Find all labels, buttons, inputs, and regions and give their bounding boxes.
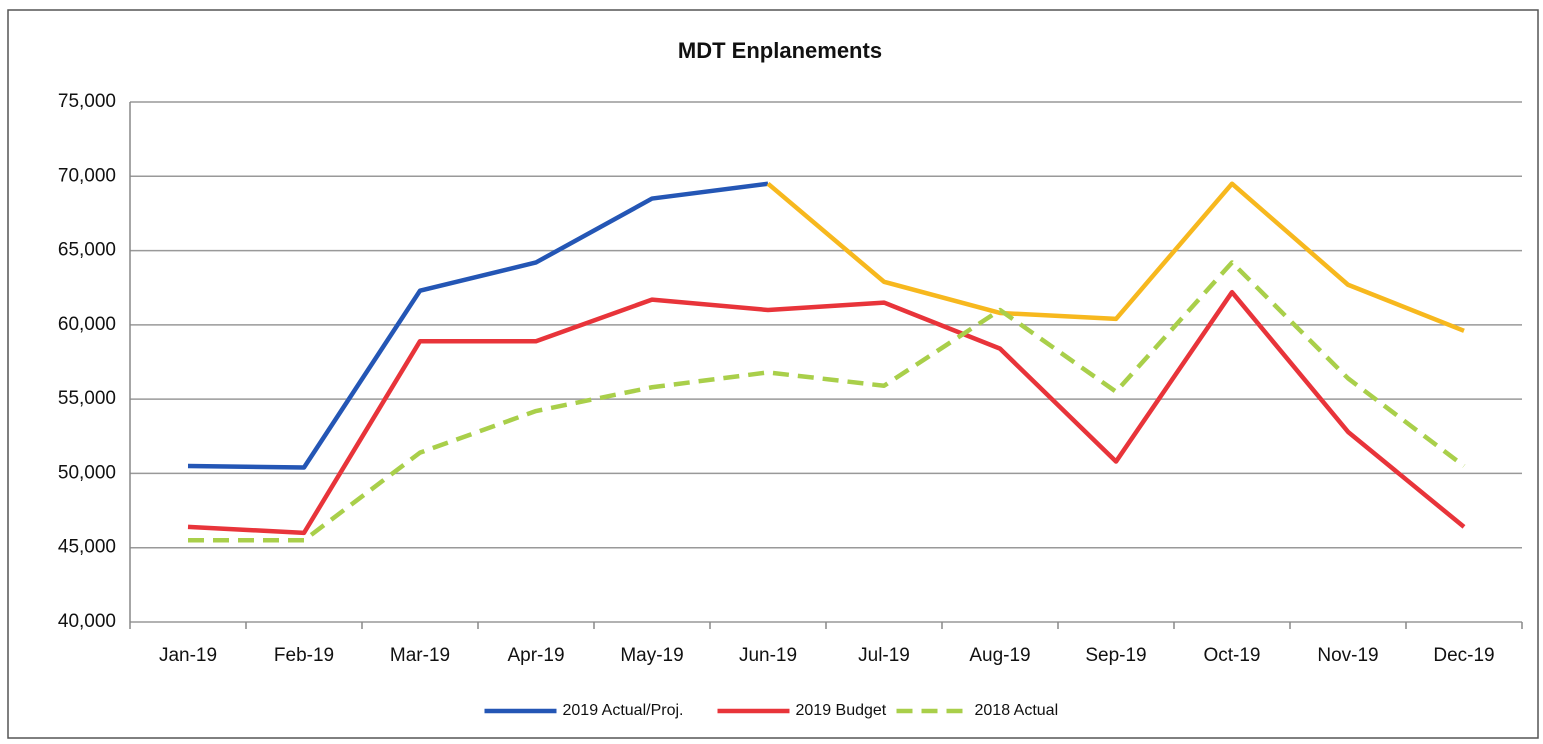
x-tick-label: Feb-19 (274, 645, 334, 666)
x-tick-label: Jan-19 (159, 645, 217, 666)
chart-title: MDT Enplanements (678, 38, 882, 63)
series-line (187, 181, 769, 470)
x-tick-label: May-19 (620, 645, 683, 666)
y-tick-label: 40,000 (58, 611, 116, 632)
x-tick-label: Mar-19 (390, 645, 450, 666)
legend-label: 2019 Actual/Proj. (563, 702, 684, 719)
series-line (188, 260, 1466, 543)
series-line (766, 181, 1465, 333)
y-tick-label: 70,000 (58, 165, 116, 186)
x-tick-label: Jun-19 (739, 645, 797, 666)
x-tick-label: Nov-19 (1317, 645, 1378, 666)
chart-border (7, 9, 1539, 739)
y-tick-label: 50,000 (58, 462, 116, 483)
legend: 2019 Actual/Proj. 2019 Budget 2018 Actual (484, 702, 1059, 719)
y-tick-label: 55,000 (58, 388, 116, 409)
x-tick-label: Jul-19 (858, 645, 910, 666)
y-tick-label: 65,000 (58, 240, 116, 261)
y-tick-label: 75,000 (58, 91, 116, 112)
x-tick-label: Sep-19 (1085, 645, 1146, 666)
x-tick-label: Dec-19 (1433, 645, 1494, 666)
series-line (187, 289, 1466, 536)
x-tick-label: Apr-19 (507, 645, 564, 666)
legend-label: 2019 Budget (796, 702, 887, 719)
y-tick-label: 60,000 (58, 314, 116, 335)
legend-label: 2018 Actual (975, 702, 1059, 719)
x-tick-label: Aug-19 (969, 645, 1030, 666)
y-tick-label: 45,000 (58, 537, 116, 558)
x-tick-label: Oct-19 (1203, 645, 1260, 666)
